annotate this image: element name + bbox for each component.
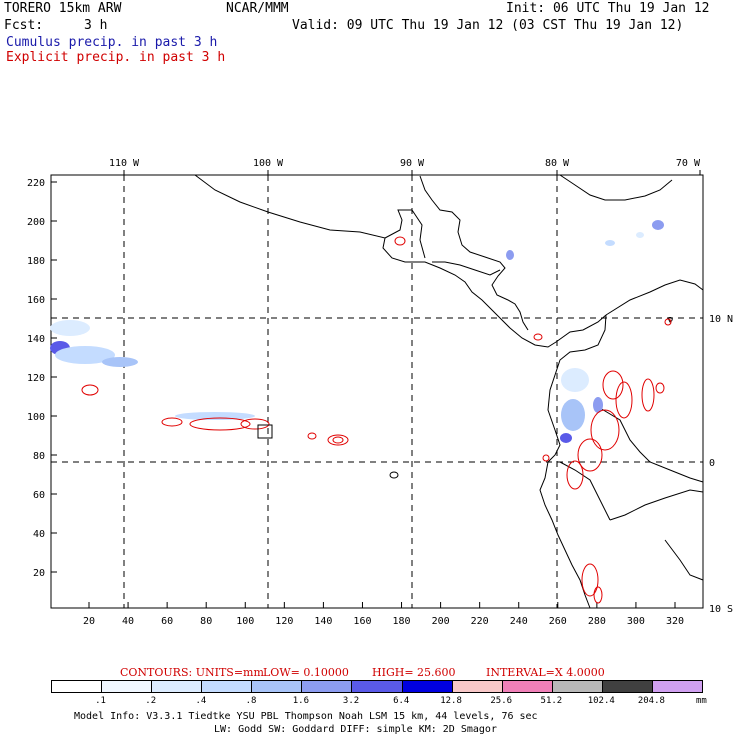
map-frame [50,174,704,609]
valid-time: Valid: 09 UTC Thu 19 Jan 12 (03 CST Thu … [292,18,684,33]
cumulus-precip-label: Cumulus precip. in past 3 h [6,35,218,50]
bottom-tick-label: 260 [549,616,567,627]
bottom-tick-label: 80 [200,616,212,627]
color-scale-label: 25.6 [490,696,513,706]
bottom-tick-label: 160 [353,616,371,627]
top-lon-label: 80 W [545,158,570,169]
bottom-tick-label: 20 [83,616,95,627]
color-scale-label: .8 [245,696,257,706]
contour-units: CONTOURS: UNITS=mm [120,666,264,679]
color-scale-label: 3.2 [342,696,360,706]
color-scale-label: 1.6 [292,696,310,706]
left-tick-label: 180 [27,256,45,267]
left-tick-label: 60 [33,490,45,501]
left-tick-label: 80 [33,451,45,462]
bottom-tick-label: 280 [588,616,606,627]
color-scale-swatch [152,681,203,692]
right-lat-label: 10 S [709,604,733,615]
left-tick-label: 40 [33,529,45,540]
top-lon-label: 90 W [400,158,425,169]
left-tick-label: 100 [27,412,45,423]
color-scale-swatch [452,681,503,692]
colombia-border [599,407,704,483]
color-scale-label: 12.8 [440,696,462,706]
color-scale-swatch [202,681,253,692]
left-tick-label: 200 [27,217,45,228]
top-lon-label: 100 W [253,158,284,169]
init-time: Init: 06 UTC Thu 19 Jan 12 [506,1,710,16]
bottom-tick-label: 120 [275,616,293,627]
peru-border [609,489,704,521]
caribbean-island [559,174,673,201]
bottom-tick-label: 220 [471,616,489,627]
contour-low: LOW= 0.10000 [263,666,349,679]
right-lat-label: 0 [709,458,715,469]
island-small [667,317,673,323]
forecast-value: 3 h [84,18,108,33]
top-lon-label: 110 W [109,158,140,169]
contour-high: HIGH= 25.600 [372,666,456,679]
bottom-tick-label: 40 [122,616,134,627]
cumulus-precip [50,220,664,443]
left-tick-label: 120 [27,373,45,384]
color-scale-label: 51.2 [540,696,563,706]
guatemala-border [384,209,426,259]
color-scale-label: .1 [95,696,106,706]
color-scale-swatch [402,681,453,692]
color-scale-swatch [52,681,103,692]
color-scale-units: mm [696,696,707,706]
ecuador-border [559,461,611,521]
bottom-axis: 20 40 60 80 100 120 140 160 180 200 220 240 260 280 30… [83,602,684,627]
top-lon-label: 70 W [676,158,701,169]
color-scale-label: 102.4 [587,696,615,706]
color-scale-swatch [502,681,553,692]
bottom-tick-label: 320 [666,616,684,627]
color-scale-swatch [352,681,403,692]
color-scale-swatch [302,681,353,692]
color-scale-swatch [652,681,703,692]
bottom-tick-label: 180 [393,616,411,627]
south-america-interior [605,279,704,316]
explicit-precip-label: Explicit precip. in past 3 h [6,50,226,65]
bottom-tick-label: 240 [510,616,528,627]
bottom-tick-label: 140 [314,616,332,627]
explicit-precip [81,236,672,604]
south-america-west-coast [539,314,607,609]
org-label: NCAR/MMM [226,1,289,16]
color-scale-swatch [602,681,653,692]
color-scale-label: .4 [195,696,207,706]
left-tick-label: 140 [27,334,45,345]
left-tick-label: 220 [27,178,45,189]
physics-info: LW: Godd SW: Goddard DIFF: simple KM: 2D… [214,724,497,735]
model-info: Model Info: V3.3.1 Tiedtke YSU PBL Thomp… [74,711,538,722]
forecast-label: Fcst: [4,18,44,33]
top-lon-labels: 110 W 100 W 90 W 80 W 70 W [109,158,701,175]
map-marker-box [257,424,273,439]
bottom-tick-label: 60 [161,616,173,627]
right-lat-labels: 10 N 0 10 S [709,314,733,615]
yucatan-coast [419,175,529,331]
bottom-tick-label: 200 [432,616,450,627]
left-tick-label: 160 [27,295,45,306]
color-scale-swatch [102,681,153,692]
color-scale-label: .2 [145,696,157,706]
left-tick-label: 20 [33,568,45,579]
color-scale-label: 6.4 [393,696,410,706]
model-title: TORERO 15km ARW [4,1,122,16]
color-scale-swatch [252,681,303,692]
color-scale-swatch [552,681,603,692]
bottom-tick-label: 300 [627,616,645,627]
right-lat-label: 10 N [709,314,733,325]
graticule [51,175,703,608]
mexico-coast [194,174,607,348]
honduras-border [432,261,501,276]
color-scale-label: 204.8 [637,696,665,706]
left-axis: 220 200 180 160 140 120 100 80 60 40 20 [27,178,57,579]
bottom-tick-label: 100 [236,616,254,627]
interior-border [664,539,704,581]
coastlines [194,174,704,609]
contour-interval: INTERVAL=X 4.0000 [486,666,605,679]
color-scale-bar [51,680,703,693]
